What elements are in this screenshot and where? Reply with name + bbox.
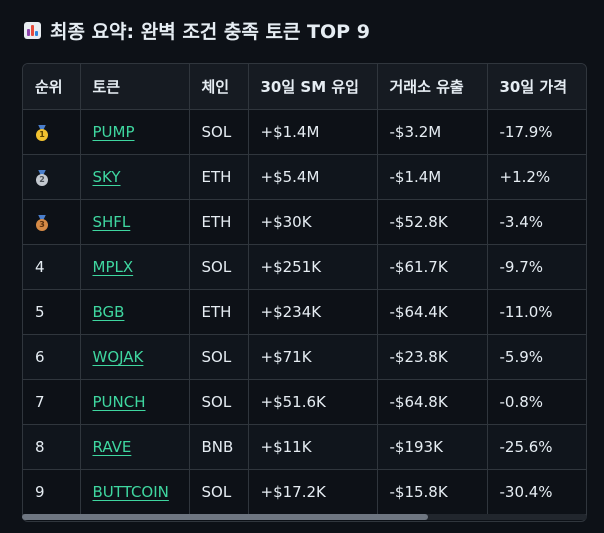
table-row: 1 PUMP SOL +$1.4M -$3.2M -17.9% [23, 109, 586, 155]
silver-medal-icon: 2 [35, 169, 49, 186]
token-table-container[interactable]: 순위 토큰 체인 30일 SM 유입 거래소 유출 30일 가격 1 PUMP SO… [22, 63, 587, 522]
cell-rank: 5 [23, 289, 81, 335]
cell-chain: ETH [189, 289, 249, 335]
cell-exchange-outflow: -$23.8K [377, 334, 488, 380]
cell-rank: 4 [23, 244, 81, 290]
cell-exchange-outflow: -$64.4K [377, 289, 488, 335]
cell-price-30d: -3.4% [487, 199, 586, 245]
header-exchange-outflow: 거래소 유출 [377, 64, 488, 110]
cell-token: SHFL [80, 199, 190, 245]
cell-chain: SOL [189, 334, 249, 380]
table-row: 8 RAVE BNB +$11K -$193K -25.6% [23, 424, 586, 470]
cell-token: PUNCH [80, 379, 190, 425]
cell-price-30d: +1.2% [487, 154, 586, 200]
cell-exchange-outflow: -$61.7K [377, 244, 488, 290]
header-price-30d: 30일 가격 [487, 64, 586, 110]
table-row: 3 SHFL ETH +$30K -$52.8K -3.4% [23, 199, 586, 245]
summary-heading: 최종 요약: 완벽 조건 충족 토큰 TOP 9 [24, 14, 370, 46]
cell-sm-inflow: +$30K [248, 199, 378, 245]
cell-price-30d: -11.0% [487, 289, 586, 335]
cell-sm-inflow: +$5.4M [248, 154, 378, 200]
cell-rank: 7 [23, 379, 81, 425]
table-row: 6 WOJAK SOL +$71K -$23.8K -5.9% [23, 334, 586, 380]
cell-price-30d: -0.8% [487, 379, 586, 425]
cell-price-30d: -9.7% [487, 244, 586, 290]
cell-token: BUTTCOIN [80, 469, 190, 515]
table-header-row: 순위 토큰 체인 30일 SM 유입 거래소 유출 30일 가격 [23, 64, 586, 110]
cell-sm-inflow: +$17.2K [248, 469, 378, 515]
cell-chain: SOL [189, 109, 249, 155]
cell-exchange-outflow: -$52.8K [377, 199, 488, 245]
cell-chain: ETH [189, 199, 249, 245]
table-row: 7 PUNCH SOL +$51.6K -$64.8K -0.8% [23, 379, 586, 425]
token-link[interactable]: PUMP [92, 123, 135, 141]
cell-rank: 9 [23, 469, 81, 515]
token-link[interactable]: BUTTCOIN [92, 483, 169, 501]
token-link[interactable]: RAVE [92, 438, 132, 456]
cell-chain: ETH [189, 154, 249, 200]
bar-chart-icon [24, 21, 41, 39]
table-row: 4 MPLX SOL +$251K -$61.7K -9.7% [23, 244, 586, 290]
header-chain: 체인 [189, 64, 249, 110]
cell-exchange-outflow: -$1.4M [377, 154, 488, 200]
token-link[interactable]: PUNCH [92, 393, 146, 411]
cell-chain: SOL [189, 379, 249, 425]
token-link[interactable]: SKY [92, 168, 121, 186]
summary-heading-text: 최종 요약: 완벽 조건 충족 토큰 TOP 9 [50, 20, 370, 43]
bronze-medal-icon: 3 [35, 214, 49, 231]
token-link[interactable]: MPLX [92, 258, 134, 276]
cell-rank: 2 [23, 154, 81, 200]
cell-token: RAVE [80, 424, 190, 470]
cell-exchange-outflow: -$3.2M [377, 109, 488, 155]
cell-rank: 1 [23, 109, 81, 155]
cell-chain: SOL [189, 469, 249, 515]
cell-exchange-outflow: -$193K [377, 424, 488, 470]
cell-exchange-outflow: -$64.8K [377, 379, 488, 425]
cell-sm-inflow: +$51.6K [248, 379, 378, 425]
cell-price-30d: -25.6% [487, 424, 586, 470]
cell-price-30d: -5.9% [487, 334, 586, 380]
cell-token: SKY [80, 154, 190, 200]
cell-sm-inflow: +$1.4M [248, 109, 378, 155]
cell-exchange-outflow: -$15.8K [377, 469, 488, 515]
cell-price-30d: -17.9% [487, 109, 586, 155]
table-row: 5 BGB ETH +$234K -$64.4K -11.0% [23, 289, 586, 335]
header-rank: 순위 [23, 64, 81, 110]
cell-chain: BNB [189, 424, 249, 470]
header-sm-inflow: 30일 SM 유입 [248, 64, 378, 110]
cell-rank: 3 [23, 199, 81, 245]
cell-sm-inflow: +$234K [248, 289, 378, 335]
cell-token: PUMP [80, 109, 190, 155]
cell-sm-inflow: +$251K [248, 244, 378, 290]
cell-sm-inflow: +$11K [248, 424, 378, 470]
cell-token: MPLX [80, 244, 190, 290]
cell-price-30d: -30.4% [487, 469, 586, 515]
token-link[interactable]: SHFL [92, 213, 131, 231]
gold-medal-icon: 1 [35, 124, 49, 141]
cell-rank: 6 [23, 334, 81, 380]
header-token: 토큰 [80, 64, 190, 110]
cell-rank: 8 [23, 424, 81, 470]
token-link[interactable]: WOJAK [92, 348, 144, 366]
token-table: 순위 토큰 체인 30일 SM 유입 거래소 유출 30일 가격 1 PUMP SO… [23, 64, 586, 515]
cell-sm-inflow: +$71K [248, 334, 378, 380]
table-row: 9 BUTTCOIN SOL +$17.2K -$15.8K -30.4% [23, 469, 586, 515]
cell-token: WOJAK [80, 334, 190, 380]
cell-token: BGB [80, 289, 190, 335]
cell-chain: SOL [189, 244, 249, 290]
token-link[interactable]: BGB [92, 303, 125, 321]
scrollbar-thumb[interactable] [22, 514, 428, 520]
horizontal-scrollbar[interactable] [22, 514, 587, 520]
table-row: 2 SKY ETH +$5.4M -$1.4M +1.2% [23, 154, 586, 200]
